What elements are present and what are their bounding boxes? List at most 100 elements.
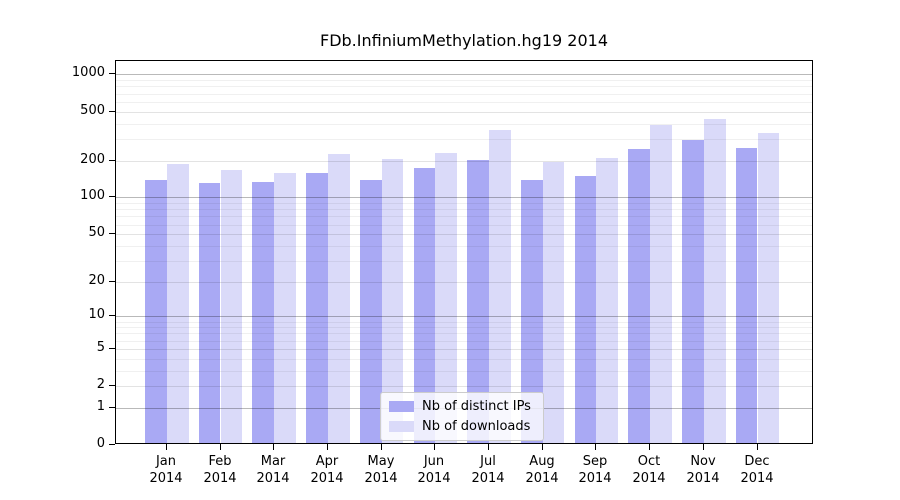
x-tick-label-oct: Oct 2014	[632, 454, 666, 486]
x-tick-jul	[488, 444, 489, 450]
x-tick-label-sep: Sep 2014	[578, 454, 612, 486]
x-tick-label-jun: Jun 2014	[417, 454, 451, 486]
bar-distinct-ips-nov	[682, 139, 704, 443]
legend-label-downloads: Nb of downloads	[422, 419, 531, 434]
gridline-y-400	[116, 124, 812, 125]
x-tick-label-aug: Aug 2014	[525, 454, 559, 486]
gridline-y-30	[116, 261, 812, 262]
bar-downloads-jan	[166, 164, 189, 443]
bar-distinct-ips-feb	[198, 183, 221, 443]
bar-downloads-apr	[327, 153, 350, 443]
y-tick-label-20: 20	[88, 273, 105, 288]
bar-downloads-dec	[757, 133, 780, 443]
x-tick-label-nov: Nov 2014	[686, 454, 720, 486]
gridline-y-40	[116, 246, 812, 247]
gridline-y-100	[116, 197, 812, 198]
y-tick-100	[109, 196, 115, 197]
y-tick-label-2: 2	[96, 377, 105, 392]
y-tick-200	[109, 160, 115, 161]
gridline-y-7	[116, 333, 812, 334]
x-tick-label-dec: Dec 2014	[740, 454, 774, 486]
bar-downloads-aug	[542, 162, 565, 443]
y-tick-1	[109, 407, 115, 408]
bar-downloads-mar	[274, 173, 296, 443]
gridline-y-900	[116, 80, 812, 81]
y-tick-label-500: 500	[80, 103, 105, 118]
bar-distinct-ips-aug	[520, 179, 543, 443]
bar-downloads-nov	[703, 118, 726, 443]
y-tick-label-10: 10	[88, 307, 105, 322]
plot-area	[115, 60, 813, 444]
bar-distinct-ips-apr	[306, 172, 328, 443]
gridline-y-200	[116, 161, 812, 162]
gridline-y-500	[116, 112, 812, 113]
x-tick-label-mar: Mar 2014	[256, 454, 290, 486]
y-tick-20	[109, 281, 115, 282]
gridline-y-4	[116, 359, 812, 360]
x-tick-sep	[595, 444, 596, 450]
x-tick-aug	[542, 444, 543, 450]
y-tick-0	[109, 444, 115, 445]
x-tick-dec	[757, 444, 758, 450]
bar-downloads-feb	[220, 170, 243, 443]
bar-distinct-ips-oct	[628, 148, 651, 443]
gridline-y-5	[116, 349, 812, 350]
gridline-y-20	[116, 282, 812, 283]
gridline-y-9	[116, 322, 812, 323]
chart-title: FDb.InfiniumMethylation.hg19 2014	[320, 31, 608, 50]
x-tick-apr	[327, 444, 328, 450]
gridline-y-70	[116, 216, 812, 217]
y-tick-10	[109, 315, 115, 316]
bar-distinct-ips-dec	[735, 148, 758, 443]
legend-item-downloads: Nb of downloads	[389, 419, 531, 434]
x-tick-oct	[649, 444, 650, 450]
gridline-y-60	[116, 225, 812, 226]
gridline-y-3	[116, 371, 812, 372]
y-tick-1000	[109, 73, 115, 74]
gridline-y-600	[116, 102, 812, 103]
gridline-y-50	[116, 234, 812, 235]
legend-swatch-distinct-ips	[389, 401, 414, 412]
x-tick-feb	[220, 444, 221, 450]
gridline-y-2	[116, 386, 812, 387]
bar-distinct-ips-jun	[413, 168, 436, 443]
x-tick-label-feb: Feb 2014	[203, 454, 237, 486]
x-tick-may	[381, 444, 382, 450]
bar-distinct-ips-sep	[574, 176, 597, 443]
legend: Nb of distinct IPs Nb of downloads	[380, 392, 544, 441]
y-tick-label-200: 200	[80, 152, 105, 167]
gridline-y-1000	[116, 74, 812, 75]
x-tick-nov	[703, 444, 704, 450]
bar-downloads-oct	[650, 124, 672, 443]
bar-downloads-may	[381, 159, 404, 443]
y-tick-label-50: 50	[88, 225, 105, 240]
y-tick-500	[109, 111, 115, 112]
y-tick-5	[109, 348, 115, 349]
x-tick-mar	[273, 444, 274, 450]
gridline-y-800	[116, 86, 812, 87]
gridline-y-300	[116, 139, 812, 140]
y-tick-50	[109, 233, 115, 234]
gridline-y-6	[116, 341, 812, 342]
legend-swatch-downloads	[389, 421, 414, 432]
bar-distinct-ips-may	[359, 179, 382, 443]
x-tick-label-apr: Apr 2014	[310, 454, 344, 486]
bar-distinct-ips-jan	[145, 179, 167, 443]
legend-label-distinct-ips: Nb of distinct IPs	[422, 399, 531, 414]
y-tick-2	[109, 385, 115, 386]
bar-downloads-jul	[489, 129, 511, 443]
bar-distinct-ips-jul	[467, 160, 489, 443]
gridline-y-80	[116, 209, 812, 210]
x-tick-label-jan: Jan 2014	[149, 454, 183, 486]
y-tick-label-0: 0	[96, 436, 105, 451]
x-tick-jan	[166, 444, 167, 450]
x-tick-label-may: May 2014	[364, 454, 398, 486]
gridline-y-8	[116, 327, 812, 328]
gridline-y-90	[116, 203, 812, 204]
x-tick-jun	[434, 444, 435, 450]
gridline-y-700	[116, 94, 812, 95]
bar-distinct-ips-mar	[252, 182, 275, 443]
x-tick-label-jul: Jul 2014	[471, 454, 505, 486]
gridline-y-10	[116, 316, 812, 317]
